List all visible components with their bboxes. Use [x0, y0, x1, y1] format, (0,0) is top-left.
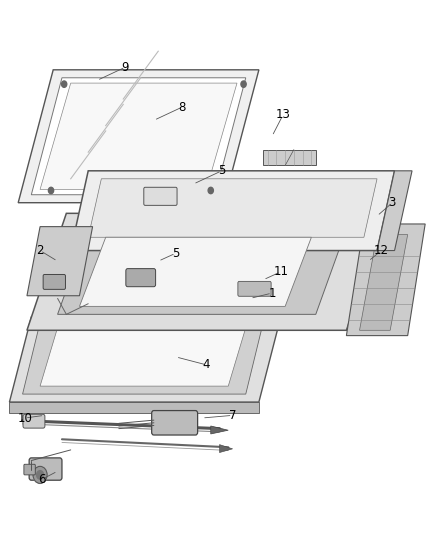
Polygon shape [57, 229, 346, 314]
FancyBboxPatch shape [24, 464, 35, 475]
Text: 9: 9 [121, 61, 129, 74]
Polygon shape [18, 70, 258, 203]
FancyBboxPatch shape [23, 414, 45, 428]
Polygon shape [71, 171, 394, 251]
Text: 12: 12 [373, 244, 388, 257]
Text: 10: 10 [17, 411, 32, 424]
Polygon shape [210, 426, 228, 434]
Circle shape [61, 81, 67, 87]
Polygon shape [10, 317, 280, 402]
Text: 11: 11 [272, 265, 288, 278]
Polygon shape [88, 179, 376, 237]
Polygon shape [79, 237, 311, 306]
Text: 8: 8 [178, 101, 186, 114]
FancyBboxPatch shape [144, 187, 177, 205]
Text: 3: 3 [388, 196, 395, 209]
Text: 5: 5 [218, 164, 225, 177]
Text: 6: 6 [39, 473, 46, 486]
Circle shape [48, 187, 53, 193]
Circle shape [36, 471, 43, 479]
Polygon shape [359, 235, 407, 330]
FancyBboxPatch shape [43, 274, 65, 289]
Text: 2: 2 [36, 244, 44, 257]
Polygon shape [10, 402, 258, 413]
FancyBboxPatch shape [151, 410, 197, 435]
Text: 1: 1 [268, 287, 275, 300]
Circle shape [208, 187, 213, 193]
FancyBboxPatch shape [126, 269, 155, 287]
Polygon shape [346, 224, 424, 336]
Polygon shape [27, 213, 385, 330]
Polygon shape [40, 83, 237, 189]
FancyBboxPatch shape [237, 281, 271, 296]
Text: 13: 13 [275, 109, 290, 122]
Polygon shape [376, 171, 411, 251]
Text: 4: 4 [202, 358, 210, 372]
Text: 5: 5 [172, 247, 179, 260]
Polygon shape [40, 328, 245, 386]
Polygon shape [27, 227, 92, 296]
Polygon shape [219, 445, 232, 453]
Circle shape [33, 466, 47, 483]
Circle shape [240, 81, 246, 87]
Text: 7: 7 [228, 409, 236, 422]
FancyBboxPatch shape [29, 458, 62, 480]
Polygon shape [263, 150, 315, 165]
Polygon shape [22, 322, 263, 394]
Polygon shape [31, 78, 245, 195]
